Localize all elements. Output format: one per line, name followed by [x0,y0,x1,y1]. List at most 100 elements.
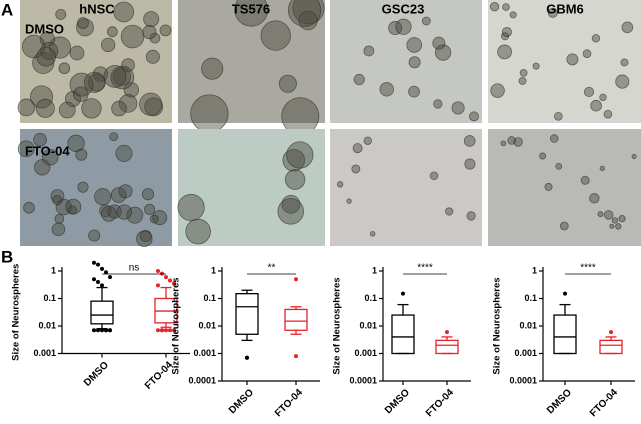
neurosphere [599,165,605,172]
y-tick-label: 0.001 [514,348,537,358]
neurosphere [277,198,305,225]
outlier [245,355,249,360]
neurosphere [83,71,106,93]
neurosphere [490,83,505,98]
neurosphere [77,181,89,193]
neurosphere [94,188,112,206]
neurosphere [87,73,106,92]
neurosphere [58,101,76,119]
neurosphere [159,24,172,37]
panel-label: A [1,0,13,19]
outlier [609,330,613,335]
outlier [164,328,168,333]
neurosphere [54,213,65,224]
neurosphere [55,8,67,20]
column-header: GSC23 [382,1,425,16]
neurosphere [136,230,153,247]
neurosphere [379,82,394,97]
neurosphere [69,45,85,61]
outlier [401,291,405,296]
y-tick-label: 0.1 [364,293,377,303]
column-header: GBM6 [546,1,584,16]
neurosphere [278,74,297,93]
neurosphere [55,198,73,216]
neurosphere [58,62,71,75]
neurosphere [408,56,421,69]
y-tick-label: 0.001 [33,348,56,358]
neurosphere [553,111,563,121]
neurosphere [234,0,269,27]
y-tick-label: 0.01 [359,320,377,330]
outlier [108,328,112,333]
neurosphere [110,65,135,90]
neurosphere [433,99,443,109]
outlier [92,328,96,333]
neurosphere [149,214,159,224]
y-tick-label: 1 [211,265,216,275]
neurosphere [509,11,517,19]
x-tick-label: DMSO [545,387,574,416]
outlier [172,328,176,333]
outlier [164,275,168,280]
y-tick-label: 0.0001 [188,375,216,385]
column-header: hNSC [79,1,115,16]
neurosphere [52,194,63,206]
y-tick-label: 0.0001 [349,375,377,385]
neurosphere [631,154,637,160]
neurosphere [620,58,629,67]
outlier [172,281,176,286]
neurosphere [109,132,119,142]
neurosphere [432,36,446,50]
neurosphere [100,205,117,222]
neurosphere [88,229,101,242]
micrograph [330,129,482,246]
micrograph [20,129,172,246]
neurosphere [590,99,602,112]
neurosphere [489,2,500,12]
neurosphere [142,25,157,40]
neurosphere [597,211,604,218]
neurosphere [429,171,439,181]
neurosphere [142,188,155,201]
neurosphere [287,0,322,27]
y-tick-label: 1 [372,265,377,275]
micrograph [488,0,641,123]
outlier [160,328,164,333]
neurosphere [618,215,626,223]
neurosphere [51,222,66,237]
neurosphere [126,206,144,224]
neurosphere [284,169,306,190]
neurosphere [144,97,164,117]
y-tick-label: 0.1 [43,293,56,303]
neurosphere [501,26,512,38]
neurosphere [513,137,523,147]
neurosphere [434,44,452,61]
neurosphere [599,93,607,102]
neurosphere [118,184,133,199]
neurosphere [352,143,363,154]
y-axis-label: Size of Neurospheres [11,264,22,361]
neurosphere [201,57,224,80]
neurosphere [621,21,634,34]
neurosphere [281,194,301,214]
neurosphere [103,64,127,88]
neurosphere [286,141,314,169]
neurosphere [451,101,465,115]
neurosphere [118,94,138,113]
neurosphere [603,210,614,220]
x-tick-label: FTO-04 [424,387,456,419]
neurosphere [76,18,94,37]
row-label: FTO-04 [25,143,70,158]
y-tick-label: 1 [51,265,56,275]
neurosphere [120,24,145,49]
outlier [168,328,172,333]
neurosphere [30,85,54,109]
neurosphere [21,34,46,59]
neurosphere [145,49,160,64]
y-axis-label: Size of Neurospheres [171,277,182,374]
neurosphere [559,221,569,231]
y-tick-label: 0.1 [524,293,537,303]
neurosphere [544,182,553,191]
box [284,308,308,331]
